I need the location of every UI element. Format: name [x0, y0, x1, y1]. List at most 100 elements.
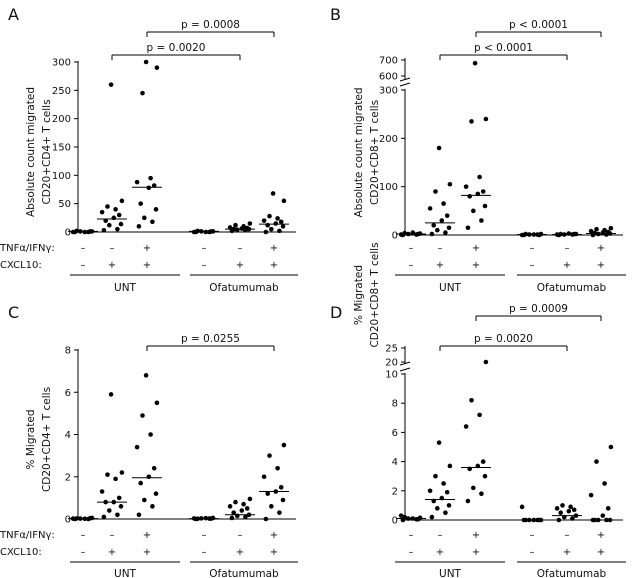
data-point [247, 221, 253, 226]
y-tick-label: 0 [65, 228, 71, 239]
data-point [602, 481, 607, 486]
y-axis-label-line: CD20+CD8+ T cells [369, 100, 381, 205]
data-point [278, 485, 284, 490]
data-point [116, 495, 122, 501]
data-point [482, 203, 488, 209]
data-point [571, 507, 577, 513]
chemokine-row-label: CXCL10: [0, 260, 42, 271]
data-point [107, 222, 112, 228]
y-tick-label: 8 [392, 399, 398, 410]
y-tick-label: 4 [392, 457, 398, 468]
treatment-sign: – [202, 243, 207, 254]
chemokine-sign: + [472, 260, 480, 271]
data-point [261, 218, 267, 223]
y-tick-label: 0 [392, 231, 398, 242]
data-point [269, 504, 274, 509]
data-point [446, 503, 452, 508]
data-point [483, 116, 489, 122]
data-point [191, 229, 197, 235]
data-point [281, 198, 287, 204]
data-point [480, 189, 486, 194]
treatment-sign: + [597, 530, 605, 541]
data-point [115, 512, 120, 518]
p-value-label: p = 0.0020 [147, 42, 206, 54]
data-point [154, 65, 160, 70]
data-point [108, 392, 114, 397]
data-point [267, 213, 272, 219]
data-point [280, 497, 286, 503]
data-point [554, 506, 560, 511]
treatment-sign: – [110, 530, 115, 541]
data-point [566, 508, 572, 514]
y-tick-label: 4 [65, 430, 71, 441]
data-point [471, 208, 476, 214]
data-point [465, 498, 471, 504]
y-tick-label: 6 [392, 428, 398, 439]
data-point [74, 228, 79, 234]
treatment-sign: – [565, 530, 570, 541]
data-point [99, 209, 105, 215]
data-point [203, 229, 209, 235]
data-point [239, 508, 245, 513]
panel-letter: B [330, 5, 341, 24]
y-tick-label: 2 [392, 486, 398, 497]
chemokine-sign: + [597, 547, 605, 558]
data-point [429, 514, 435, 520]
data-point [463, 424, 469, 429]
treatment-row-label: TNFα/IFNγ: [0, 243, 55, 254]
data-point [247, 496, 253, 502]
data-point [241, 501, 246, 507]
y-tick-label: 6 [65, 388, 71, 399]
y-tick-label: 100 [379, 182, 398, 193]
data-point [436, 440, 442, 445]
panel-letter: D [330, 303, 342, 322]
data-point [142, 497, 147, 503]
y-tick-label: 50 [58, 199, 71, 210]
data-point [261, 474, 267, 480]
data-point [99, 489, 105, 494]
data-point [146, 185, 152, 191]
data-point [433, 189, 438, 194]
data-point [477, 174, 482, 180]
y-tick-label: 600 [379, 72, 398, 83]
data-point [113, 476, 118, 482]
y-tick-label: 700 [379, 56, 398, 67]
data-point [477, 412, 482, 418]
treatment-sign: – [530, 530, 535, 541]
data-point [602, 227, 607, 233]
chemokine-row-label: CXCL10: [0, 547, 42, 558]
chemokine-sign: – [202, 260, 207, 271]
data-point [280, 224, 286, 229]
chemokine-sign: + [108, 260, 116, 271]
treatment-sign: – [238, 243, 243, 254]
chemokine-sign: – [409, 547, 414, 558]
data-point [427, 488, 433, 494]
data-point [107, 508, 112, 513]
group-label: Ofatumumab [209, 568, 279, 578]
group-label: UNT [114, 568, 137, 578]
data-point [447, 181, 453, 187]
data-point [471, 485, 476, 491]
treatment-sign: + [270, 243, 278, 254]
treatment-sign: – [438, 530, 443, 541]
chemokine-sign: + [236, 260, 244, 271]
data-point [433, 473, 438, 479]
chemokine-sign: – [81, 547, 86, 558]
data-point [605, 506, 611, 511]
data-point [465, 225, 471, 231]
data-point [446, 225, 452, 231]
group-label: Ofatumumab [537, 568, 607, 578]
y-tick-label: 300 [379, 86, 398, 97]
data-point [142, 215, 147, 221]
data-point [134, 444, 140, 450]
group-label: UNT [439, 282, 462, 294]
data-point [275, 216, 280, 221]
data-point [154, 400, 160, 406]
data-point [278, 219, 284, 225]
data-point [441, 201, 446, 206]
data-point [600, 513, 606, 518]
data-point [480, 459, 486, 464]
data-point [463, 184, 469, 189]
panel-letter: A [8, 5, 19, 24]
y-axis-label-line: CD20+CD4+ T cells [41, 387, 53, 492]
